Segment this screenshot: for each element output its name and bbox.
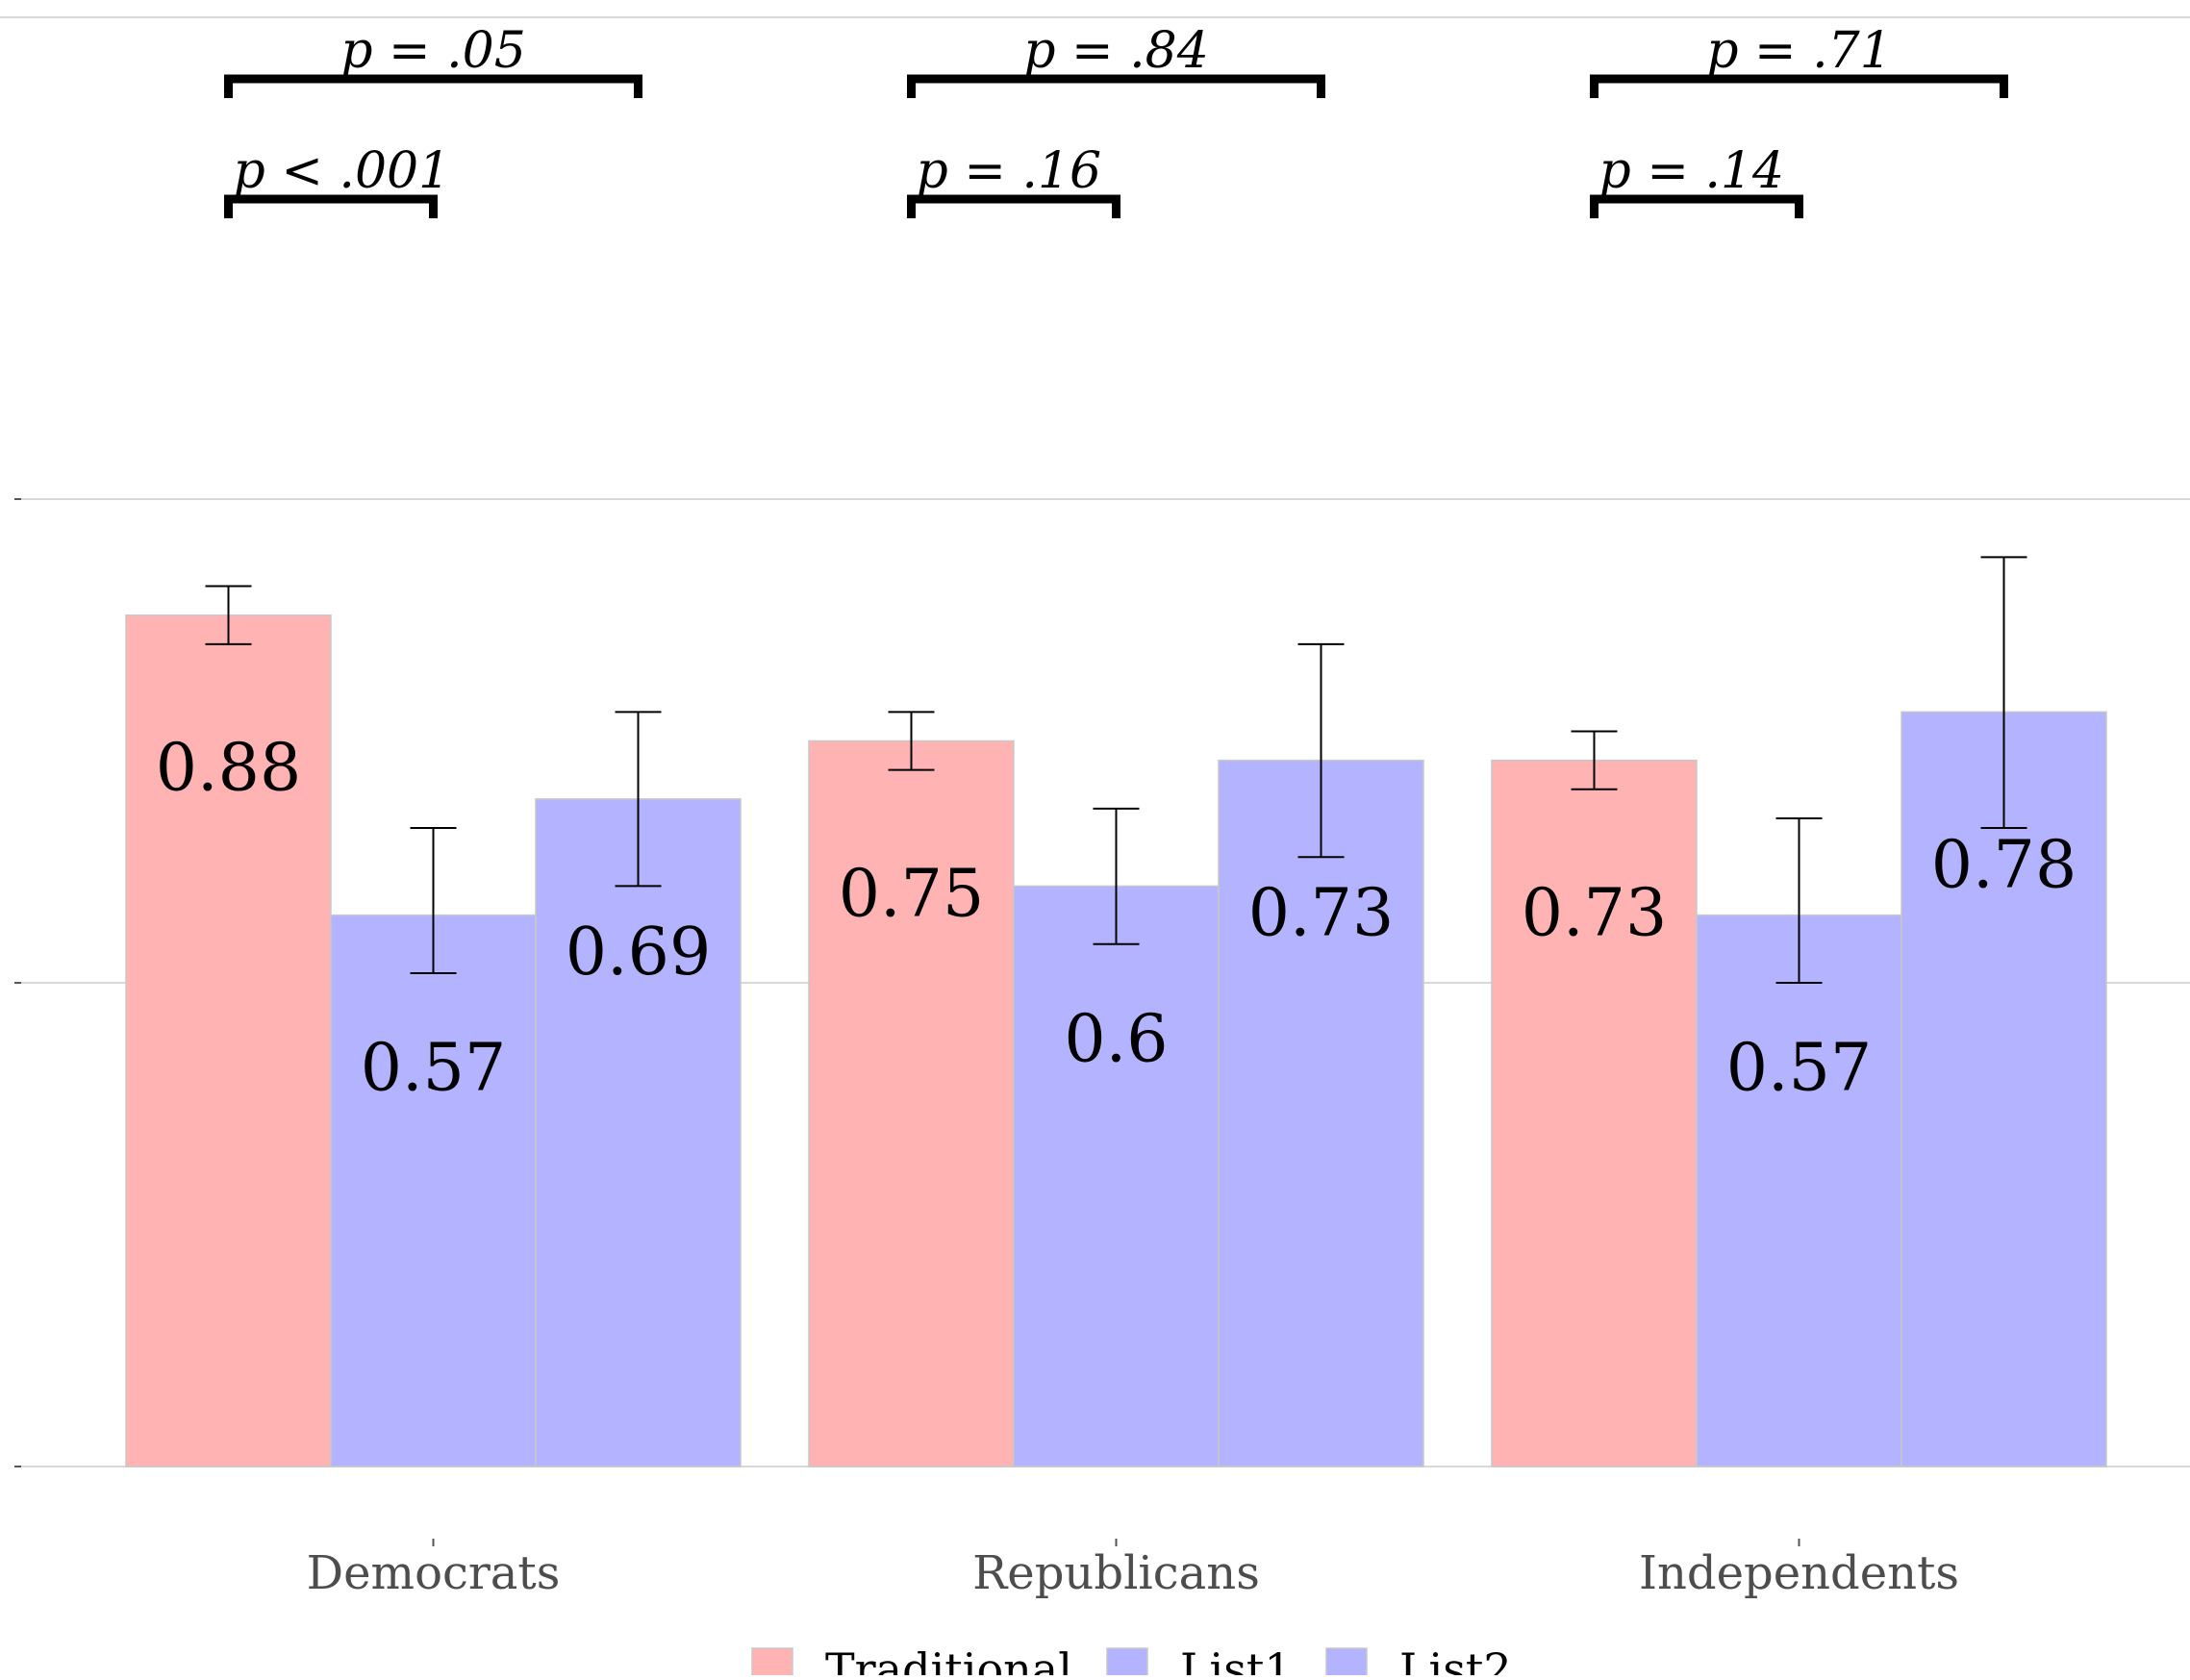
legend-label: List2 [1399,1643,1512,1675]
data-label-list1-2: 0.57 [1726,1031,1872,1107]
bracket-line [907,74,1325,98]
legend-item-traditional: Traditional [751,1643,1072,1680]
bracket-line [1590,74,2008,98]
bracket-line [907,194,1120,218]
data-label-list2-1: 0.73 [1248,876,1394,952]
data-label-list1-0: 0.57 [361,1031,506,1107]
significance-bracket-3: p = .84 [907,22,1325,98]
significance-bracket-0: p < .001 [224,142,451,218]
bar-list1-1 [1013,885,1220,1467]
bar-traditional-2 [1491,759,1698,1467]
legend-item-list1: List1 [1106,1643,1293,1680]
p-value-label: p < .001 [234,142,451,200]
category-label-independents: Independents [1639,1546,1959,1600]
data-label-traditional-2: 0.73 [1522,876,1667,952]
legend-item-list2: List2 [1325,1643,1512,1680]
legend-label: Traditional [825,1643,1072,1675]
p-value-label: p = .14 [1599,142,1785,200]
bracket-line [1590,194,1803,218]
bar-traditional-1 [808,740,1015,1467]
significance-bracket-5: p = .71 [1590,22,2008,98]
legend-swatch [1325,1647,1368,1680]
bar-list2-0 [535,798,742,1467]
bar-traditional-0 [125,614,332,1467]
significance-bracket-1: p = .05 [224,22,642,98]
category-label-democrats: Democrats [307,1546,561,1600]
data-label-list2-2: 0.78 [1931,827,2077,903]
significance-bracket-4: p = .14 [1590,142,1803,218]
p-value-label: p = .05 [340,22,526,80]
bar-list2-2 [1901,711,2107,1467]
data-label-traditional-0: 0.88 [156,731,301,807]
p-value-label: p = .84 [1023,22,1209,80]
data-label-list1-1: 0.6 [1064,1001,1168,1077]
legend-swatch [751,1647,793,1680]
p-value-label: p = .16 [917,142,1102,200]
significance-bracket-2: p = .16 [907,142,1120,218]
legend-swatch [1106,1647,1148,1680]
bar-list2-1 [1218,759,1424,1467]
bar-list1-0 [330,914,537,1467]
category-label-republicans: Republicans [972,1546,1260,1600]
bracket-line [224,74,642,98]
data-label-list2-0: 0.69 [566,915,711,990]
bar-list1-2 [1696,914,1902,1467]
legend-label: List1 [1180,1643,1293,1675]
bracket-line [224,194,438,218]
p-value-label: p = .71 [1706,22,1892,80]
data-label-traditional-1: 0.75 [839,857,984,933]
